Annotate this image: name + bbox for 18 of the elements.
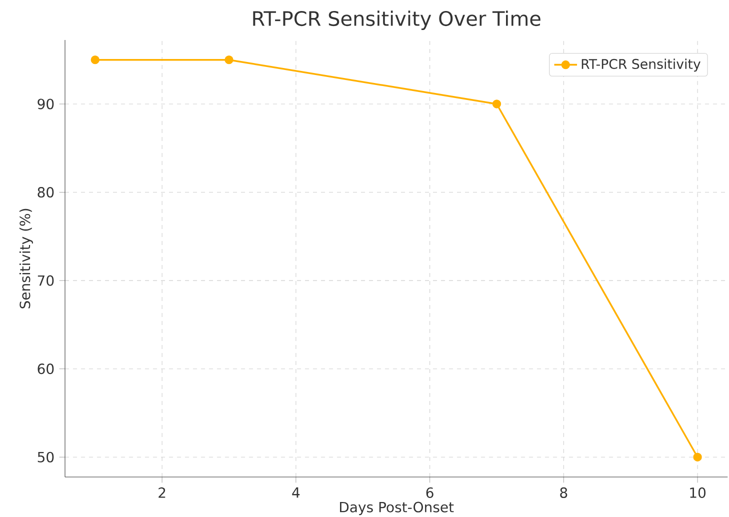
x-tick-label: 10	[690, 487, 706, 498]
y-tick-label: 90	[38, 98, 54, 110]
legend-label: RT-PCR Sensitivity	[582, 58, 700, 72]
point	[90, 56, 100, 64]
point	[492, 100, 502, 108]
y-tick-label: 70	[38, 275, 54, 286]
y-tick-label: 50	[38, 452, 54, 462]
x-tick-label: 4	[292, 487, 300, 498]
x-axis-title: Days Post-Onset	[340, 502, 454, 516]
y-tick-label: 80	[38, 186, 54, 198]
x-tick-label: 8	[560, 487, 568, 498]
point	[224, 56, 234, 64]
y-axis-title: Sensitivity (%)	[19, 208, 33, 308]
chart-title: RT-PCR Sensitivity Over Time	[253, 10, 540, 30]
point	[693, 452, 702, 462]
x-tick-label: 2	[158, 487, 166, 498]
y-tick-label: 60	[38, 364, 54, 374]
x-tick-label: 6	[426, 487, 434, 498]
